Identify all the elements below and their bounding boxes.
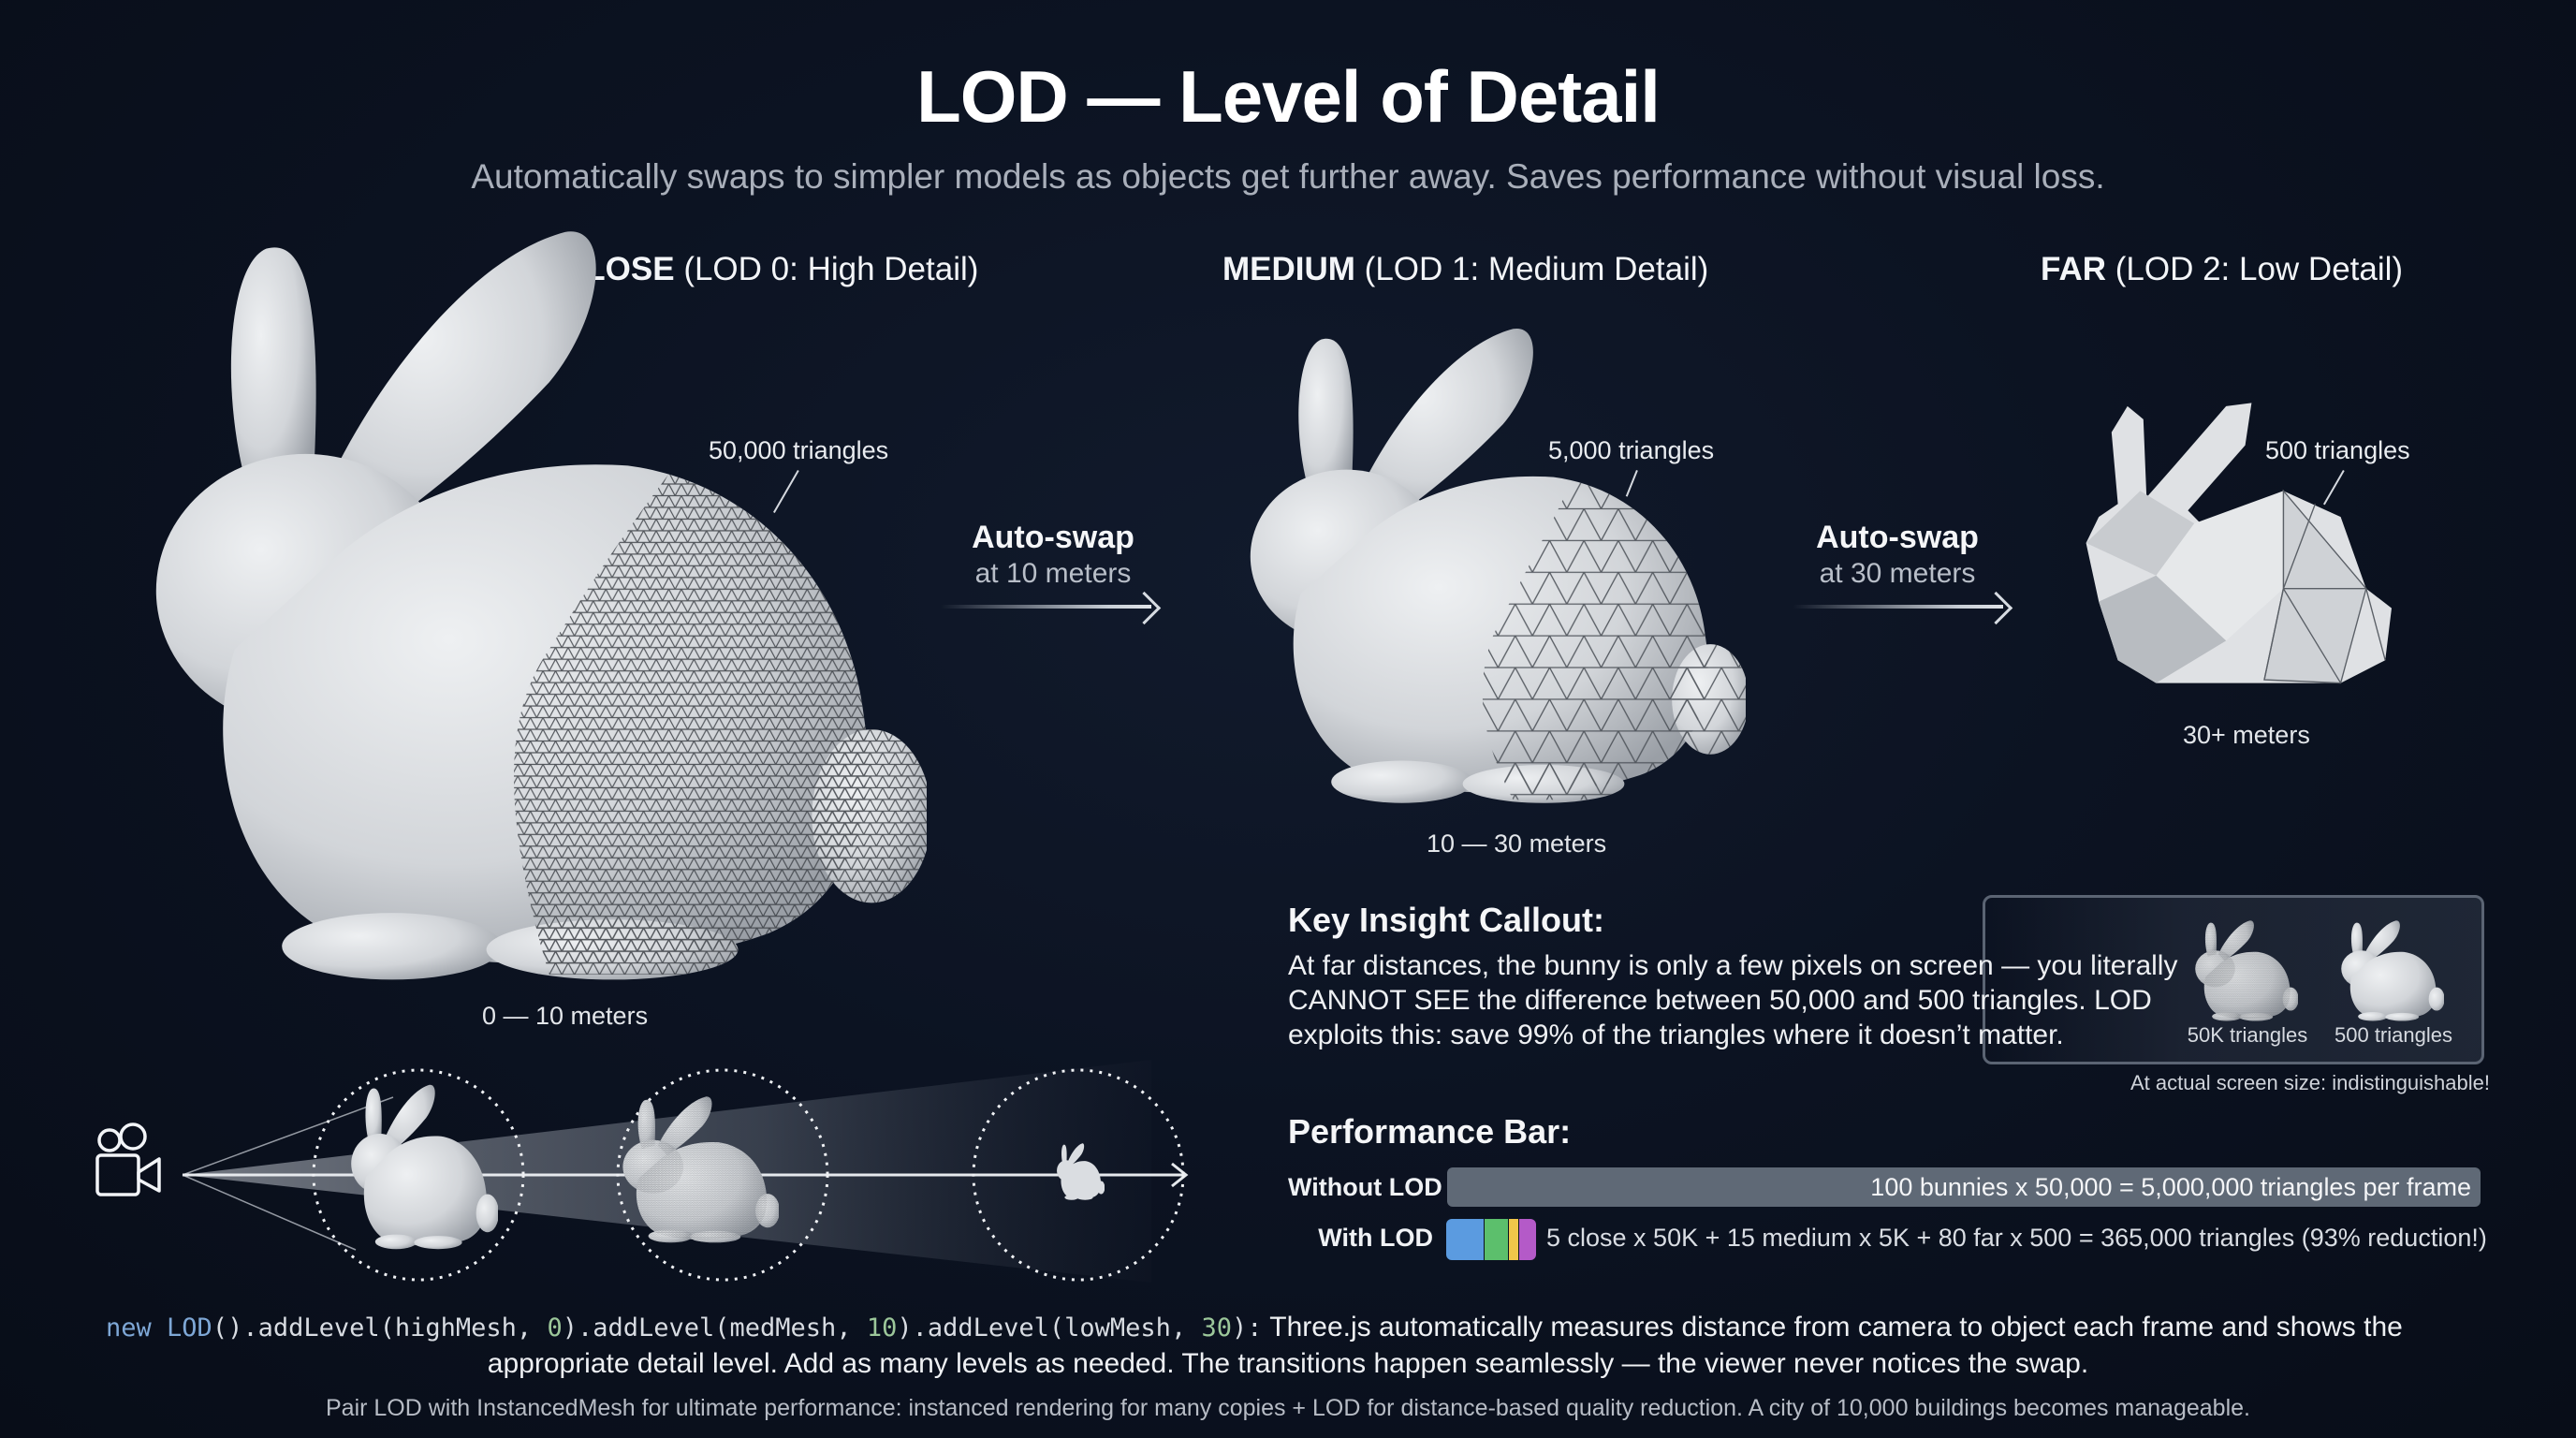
camera-frustum-diagram [75,1049,1217,1292]
lod1-range: 10 — 30 meters [1427,829,1607,858]
arrow-right-icon [1127,591,1162,625]
camera-icon [94,1123,168,1198]
perf-text-without-lod: 100 bunnies x 50,000 = 5,000,000 triangl… [1870,1172,2471,1201]
callout-thumbnail-box: 50K triangles 500 triangles [1983,895,2484,1064]
swap-2-distance: at 30 meters [1819,558,1976,589]
code-part-2: ).addLevel(medMesh, [562,1313,867,1343]
callout-thumb-low-detail [2339,918,2444,1021]
perf-segment-medium [1485,1219,1508,1260]
code-num-30: 30 [1201,1313,1232,1343]
lod0-triangle-count: 50,000 triangles [709,436,889,464]
swap-1-label: Auto-swap [972,520,1134,555]
code-description: Three.js automatically measures distance… [1262,1312,2403,1343]
code-part-1: ().addLevel(highMesh, [212,1313,548,1343]
code-num-10: 10 [866,1313,898,1343]
lod2-triangle-count: 500 triangles [2265,436,2410,464]
callout-thumb-label-50k: 50K triangles [2187,1023,2308,1047]
callout-footnote: At actual screen size: indistinguishable… [2130,1071,2490,1094]
lod0-range: 0 — 10 meters [482,1002,649,1030]
code-description-line-1: new LOD().addLevel(highMesh, 0).addLevel… [106,1312,2403,1343]
lod1-heading-strong: MEDIUM [1222,251,1355,287]
swap-1-arrow [941,605,1151,609]
performance-title: Performance Bar: [1288,1112,1572,1151]
lod1-heading-detail: (LOD 1: Medium Detail) [1364,251,1709,287]
lod0-heading-detail: (LOD 0: High Detail) [683,251,979,287]
page-subtitle: Automatically swaps to simpler models as… [471,157,2105,196]
lod2-heading-detail: (LOD 2: Low Detail) [2115,251,2404,287]
code-part-3: ).addLevel(lowMesh, [897,1313,1202,1343]
perf-segment-far [1509,1219,1518,1260]
swap-1: Auto-swap at 10 meters [945,520,1161,590]
lod2-bunny-model [2073,393,2392,693]
swap-2-label: Auto-swap [1816,520,1979,555]
lod2-range: 30+ meters [2183,721,2310,749]
swap-1-distance: at 10 meters [974,558,1132,589]
lod0-bunny-model [140,215,927,983]
code-snippet: new LOD().addLevel(highMesh, 0).addLevel… [106,1313,1262,1343]
lod2-heading: FAR (LOD 2: Low Detail) [2041,251,2403,288]
lod1-triangle-count: 5,000 triangles [1548,436,1715,464]
code-keyword-lod: LOD [167,1313,212,1343]
perf-segment-close [1446,1219,1484,1260]
performance-tip: Pair LOD with InstancedMesh for ultimate… [326,1395,2250,1421]
code-keyword-new: new [106,1313,152,1343]
lod2-heading-strong: FAR [2041,251,2106,287]
callout-body: At far distances, the bunny is only a fe… [1288,950,2178,1050]
perf-segment-overhead [1519,1219,1536,1260]
lod0-heading: CLOSE (LOD 0: High Detail) [562,251,978,288]
arrow-right-icon [1979,591,2013,625]
swap-2: Auto-swap at 30 meters [1790,520,2005,590]
lod1-heading: MEDIUM (LOD 1: Medium Detail) [1222,251,1708,288]
code-description-line-2: appropriate detail level. Add as many le… [487,1348,2089,1379]
callout-thumb-label-500: 500 triangles [2334,1023,2452,1047]
perf-label-with-lod: With LOD [1318,1224,1433,1252]
code-num-0: 0 [547,1313,563,1343]
perf-text-with-lod: 5 close x 50K + 15 medium x 5K + 80 far … [1546,1224,2487,1252]
page-title: LOD — Level of Detail [916,55,1661,138]
swap-2-arrow [1793,605,2003,609]
code-part-4: ): [1231,1313,1263,1343]
perf-label-without-lod: Without LOD [1288,1173,1442,1201]
perf-bar-with-lod [1446,1219,1536,1260]
lod1-bunny-model [1240,318,1746,805]
perf-bar-without-lod: 100 bunnies x 50,000 = 5,000,000 triangl… [1447,1167,2481,1207]
callout-title: Key Insight Callout: [1288,901,1605,939]
